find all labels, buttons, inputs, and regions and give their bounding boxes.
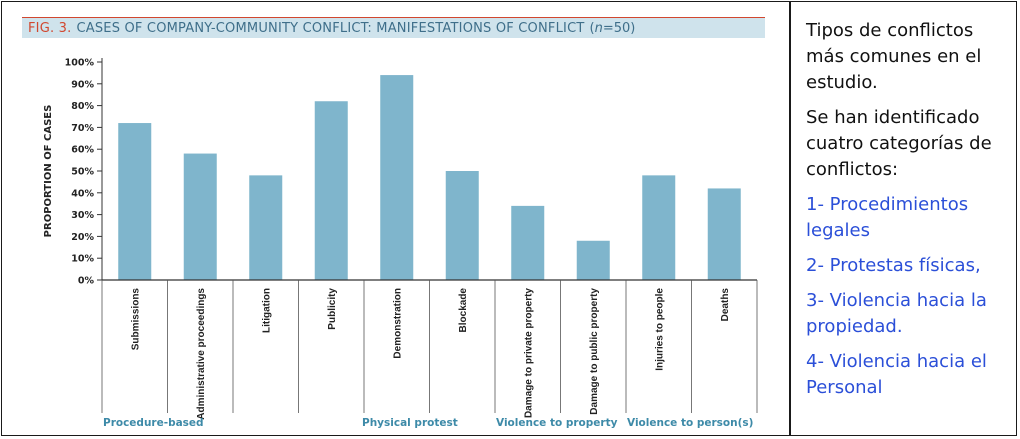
bar-1 — [118, 123, 152, 280]
bar-8 — [576, 240, 610, 280]
category-label: Injuries to people — [654, 288, 665, 371]
bar-2 — [183, 153, 217, 280]
side-intro: Tipos de conflictos más comunes en el es… — [806, 20, 982, 93]
bar-7 — [511, 205, 545, 280]
bar-4 — [314, 101, 348, 281]
group-label: Violence to property — [496, 417, 618, 429]
y-tick-label: 70% — [71, 123, 94, 134]
y-tick-label: 30% — [71, 210, 94, 221]
y-tick-label: 10% — [71, 254, 94, 265]
y-tick-label: 20% — [71, 232, 94, 243]
bar-6 — [445, 171, 479, 280]
group-label: Violence to person(s) — [627, 417, 753, 429]
category-label: Deaths — [720, 288, 731, 322]
side-lead: Se han identificado cuatro categorías de… — [806, 107, 992, 180]
figure-header: FIG. 3. CASES OF COMPANY-COMMUNITY CONFL… — [22, 18, 765, 38]
side-item-4: 4- Violencia hacia el Personal — [806, 351, 987, 398]
side-panel: Tipos de conflictos más comunes en el es… — [806, 18, 1006, 410]
y-tick-label: 60% — [71, 145, 94, 156]
category-label: Litigation — [261, 288, 272, 333]
side-item-2: 2- Protestas físicas, — [806, 255, 981, 276]
side-item-3: 3- Violencia hacia la propiedad. — [806, 290, 987, 337]
side-item-1: 1- Procedimientos legales — [806, 194, 969, 241]
category-label: Administrative proceedings — [196, 288, 207, 420]
group-label: Physical protest — [362, 417, 458, 429]
y-tick-label: 90% — [71, 79, 94, 90]
category-label: Damage to private property — [523, 288, 534, 418]
group-label: Procedure-based — [103, 417, 204, 429]
panel-divider — [789, 1, 791, 436]
y-tick-label: 80% — [71, 101, 94, 112]
y-tick-label: 40% — [71, 188, 94, 199]
figure-sample-size: (n=50) — [589, 20, 636, 36]
y-tick-label: 50% — [71, 167, 94, 178]
figure-title: CASES OF COMPANY-COMMUNITY CONFLICT: MAN… — [76, 20, 585, 36]
y-tick-label: 0% — [78, 276, 95, 287]
bar-10 — [707, 188, 741, 280]
y-tick-label: 100% — [65, 58, 95, 69]
category-label: Publicity — [327, 288, 338, 330]
category-label: Demonstration — [392, 288, 403, 359]
category-label: Submissions — [130, 288, 141, 351]
figure-number: FIG. 3. — [28, 20, 72, 36]
bar-3 — [249, 175, 283, 280]
y-axis-label: PROPORTION OF CASES — [43, 105, 54, 238]
category-label: Damage to public property — [589, 288, 600, 415]
category-label: Blockade — [458, 288, 469, 333]
bar-9 — [642, 175, 676, 280]
bar-5 — [380, 75, 414, 280]
bar-chart: PROPORTION OF CASES 0% 10% 20% 30% 40% 50% 60% 7… — [43, 58, 758, 429]
